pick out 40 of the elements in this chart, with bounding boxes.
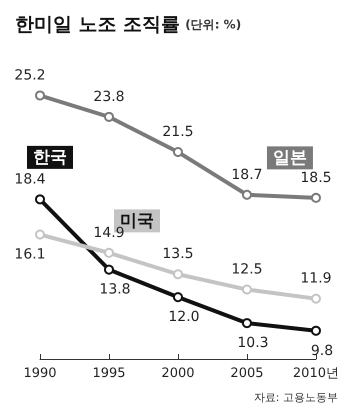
data-label: 9.8: [310, 342, 334, 359]
data-label: 13.8: [99, 282, 131, 298]
x-tick-label: 1990: [23, 366, 57, 381]
point: [172, 147, 183, 158]
chart-title: 한미일 노조 조직률: [15, 14, 180, 36]
point: [310, 192, 321, 203]
x-tick-label: 2005: [230, 366, 264, 381]
point: [172, 292, 183, 302]
point: [104, 264, 114, 275]
data-label: 12.5: [231, 262, 263, 278]
series-label: 한국: [33, 147, 67, 168]
text: 자료: 고용노동부: [254, 391, 338, 404]
data-label: 13.5: [162, 246, 194, 262]
point: [104, 112, 114, 122]
point: [104, 248, 114, 258]
point: [35, 230, 45, 240]
point: [310, 294, 321, 304]
point: [310, 326, 321, 336]
point: [172, 269, 183, 280]
x-tick-label: 2000: [161, 366, 195, 381]
data-label: 18.4: [14, 171, 46, 188]
x-tick-label: 2010년: [292, 366, 340, 381]
data-label: 18.5: [300, 170, 332, 186]
data-label: 25.2: [14, 68, 46, 84]
data-label: 10.3: [237, 335, 269, 352]
data-label: 21.5: [162, 124, 194, 140]
point: [242, 284, 252, 295]
point: [35, 90, 45, 100]
data-label: 23.8: [93, 88, 125, 105]
point: [242, 190, 252, 200]
series-label: 일본: [272, 148, 307, 168]
data-label: 16.1: [14, 246, 46, 263]
data-label: 12.0: [168, 309, 200, 326]
x-tick-label: 1995: [92, 366, 126, 381]
point: [242, 318, 252, 328]
data-label: 14.9: [93, 224, 125, 241]
data-label: 18.7: [231, 166, 263, 183]
point: [35, 194, 45, 204]
chart-subtitle: (단위: %): [185, 18, 242, 32]
data-label: 11.9: [300, 270, 332, 287]
